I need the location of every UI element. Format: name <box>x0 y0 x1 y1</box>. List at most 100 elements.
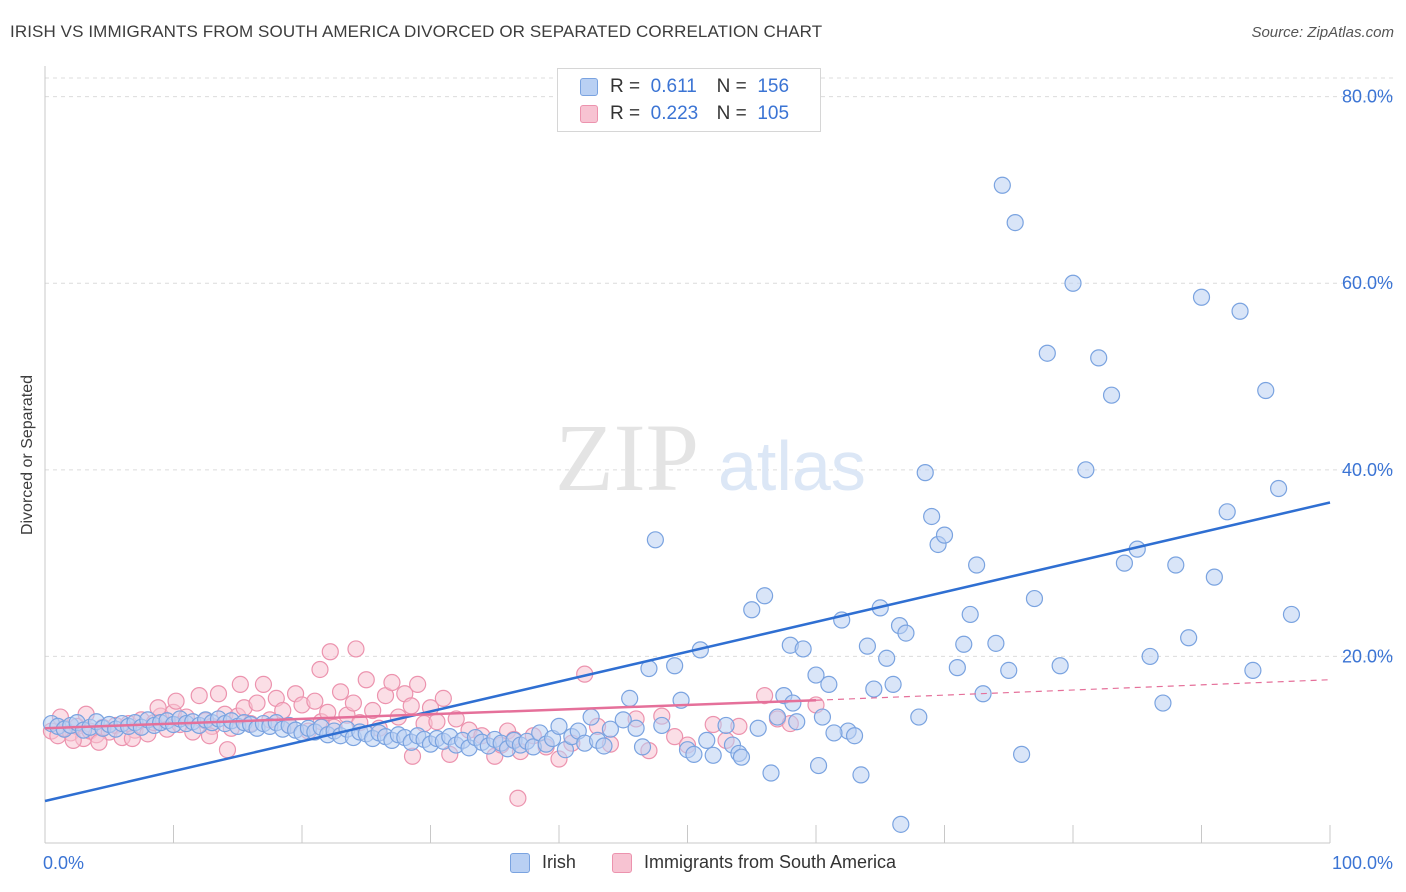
south-america-point <box>231 675 249 694</box>
irish-point <box>601 720 620 738</box>
south-america-point <box>344 694 362 712</box>
irish-point <box>923 507 941 526</box>
r-label: R = <box>610 76 641 97</box>
n-label: N = <box>716 76 747 97</box>
irish-point <box>666 657 684 675</box>
irish-point <box>1077 461 1095 479</box>
y-axis-label: Divorced or Separated <box>19 374 36 536</box>
irish-point <box>633 738 652 756</box>
south-america-point <box>254 675 273 694</box>
irish-point <box>749 719 767 737</box>
r-label: R = <box>610 103 641 124</box>
south-america-point <box>319 703 337 721</box>
legend-label-south-america: Immigrants from South America <box>643 852 897 872</box>
n-label: N = <box>716 103 747 124</box>
y-tick-label: 80.0% <box>1342 87 1393 107</box>
south-america-point <box>755 686 774 705</box>
legend-row-irish: R = 0.611 N = 156 <box>580 74 789 100</box>
irish-point <box>1244 661 1262 680</box>
irish-point <box>897 624 915 642</box>
y-tick-label: 20.0% <box>1342 646 1393 666</box>
irish-point <box>788 713 806 731</box>
irish-point <box>614 711 632 729</box>
irish-point <box>704 746 722 764</box>
watermark-zip: ZIP <box>555 404 699 511</box>
south-america-point <box>190 686 208 705</box>
legend-item-south-america[interactable]: Immigrants from South America <box>611 852 897 873</box>
irish-point <box>1051 657 1069 675</box>
south-america-point <box>347 640 365 658</box>
irish-point <box>1167 556 1185 574</box>
irish-point <box>1141 647 1159 666</box>
irish-point <box>743 601 761 619</box>
south-america-trend-extension <box>815 679 1331 701</box>
irish-point <box>732 748 751 766</box>
irish-point <box>1090 349 1108 367</box>
irish-swatch <box>580 78 598 96</box>
irish-point <box>768 708 787 726</box>
legend-row-south-america: R = 0.223 N = 105 <box>580 101 789 127</box>
irish-point <box>935 526 954 544</box>
south-america-point <box>447 710 465 728</box>
south-america-trend-line <box>44 699 817 730</box>
south-america-point <box>306 692 324 710</box>
irish-point <box>878 649 896 667</box>
irish-point <box>987 634 1005 652</box>
n-value: 156 <box>757 76 790 97</box>
irish-point <box>595 737 613 755</box>
legend-item-irish[interactable]: Irish <box>509 852 576 873</box>
irish-point <box>717 716 735 735</box>
irish-point <box>1006 214 1024 232</box>
irish-point <box>858 637 877 655</box>
south-america-point <box>402 697 420 715</box>
irish-point <box>1154 694 1172 712</box>
irish-point <box>948 659 966 677</box>
irish-point <box>845 727 864 745</box>
south-america-point <box>218 741 237 759</box>
irish-point <box>784 694 802 712</box>
irish-point <box>993 176 1011 194</box>
tick-labels: 20.0% 40.0% 60.0% 80.0% 0.0% 100.0% <box>43 87 1393 873</box>
south-america-point <box>311 660 329 679</box>
south-america-point <box>383 673 401 692</box>
r-value: 0.223 <box>650 103 699 124</box>
irish-point <box>1257 381 1275 400</box>
south-america-point <box>428 713 446 731</box>
irish-point <box>646 531 664 549</box>
grid-lines <box>45 77 1395 657</box>
irish-point <box>809 756 828 775</box>
correlation-legend: R = 0.611 N = 156 R = 0.223 N = 105 <box>557 68 821 132</box>
irish-point <box>698 731 716 749</box>
irish-swatch <box>509 852 530 873</box>
south-america-point <box>666 728 684 746</box>
south-america-point <box>209 685 228 703</box>
irish-point <box>762 764 780 782</box>
irish-point <box>1000 661 1018 680</box>
irish-point <box>1231 302 1249 320</box>
irish-point <box>916 464 934 482</box>
n-value: 105 <box>757 103 790 124</box>
r-value: 0.611 <box>650 76 697 97</box>
series-legend: Irish Immigrants from South America <box>0 852 1406 873</box>
watermark-atlas: atlas <box>718 427 866 505</box>
irish-point <box>582 708 600 726</box>
axes <box>44 66 1331 844</box>
irish-point <box>1064 274 1082 292</box>
irish-point <box>621 689 639 707</box>
irish-point <box>813 708 832 726</box>
irish-point <box>955 635 973 653</box>
irish-point <box>968 556 986 574</box>
south-america-point <box>509 789 527 807</box>
legend-label-irish: Irish <box>541 852 576 872</box>
south-america-point <box>364 701 382 720</box>
irish-point <box>884 675 902 694</box>
x-tick-label: 0.0% <box>43 853 84 873</box>
source-label: Source: ZipAtlas.com <box>1251 24 1394 41</box>
irish-point <box>1269 479 1288 498</box>
irish-point <box>865 680 883 698</box>
irish-point <box>910 708 928 726</box>
south-america-point <box>248 694 266 712</box>
irish-point <box>627 719 645 737</box>
irish-point <box>820 675 838 694</box>
